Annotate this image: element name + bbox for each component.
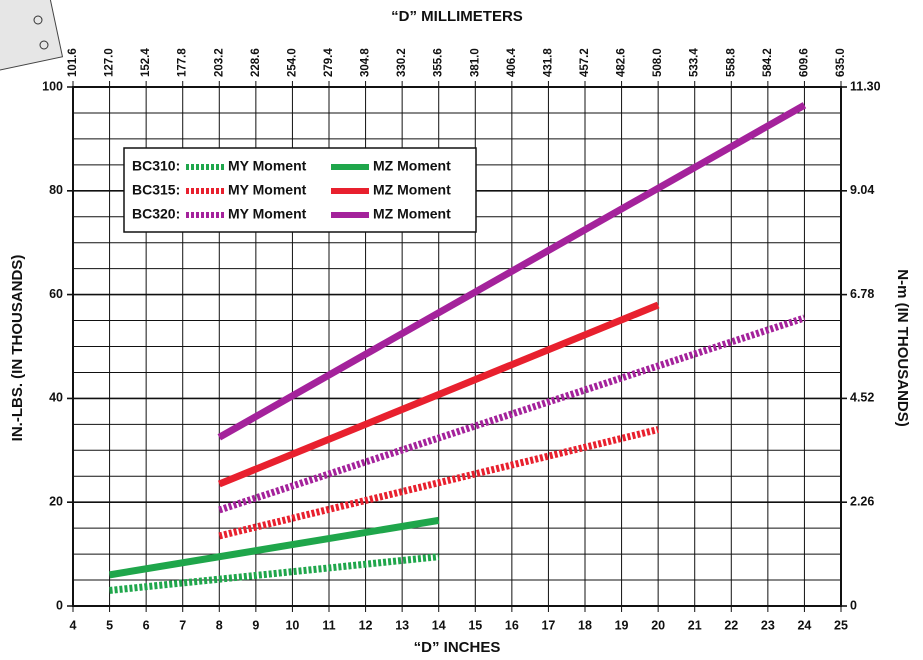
x-tick-label: 13 [395,618,409,632]
x2-tick-label: 457.2 [579,48,591,77]
x-tick-label: 14 [432,618,446,632]
x-axis-title: “D” INCHES [414,639,501,656]
y2-tick-label: 6.78 [850,287,874,301]
series-line [108,516,440,579]
x2-tick-label: 152.4 [140,48,152,77]
legend-label: MY Moment [228,158,307,174]
series-line [217,102,807,441]
x-tick-label: 9 [252,618,259,632]
x-tick-label: 16 [505,618,519,632]
x2-tick-label: 533.4 [689,48,701,77]
y-tick-label: 20 [49,494,63,508]
x-tick-label: 23 [761,618,775,632]
x-tick-label: 19 [615,618,629,632]
x2-tick-label: 279.4 [323,48,335,77]
x-tick-label: 15 [468,618,482,632]
y2-tick-label: 4.52 [850,391,874,405]
legend-group-label: BC310: [132,158,180,174]
x2-tick-label: 558.8 [725,48,737,77]
x-tick-label: 8 [216,618,223,632]
x-tick-label: 18 [578,618,592,632]
y2-tick-label: 2.26 [850,494,874,508]
x2-tick-label: 482.6 [616,48,628,77]
x2-tick-label: 254.0 [286,48,298,77]
x2-tick-label: 431.8 [542,48,554,77]
x2-tick-label: 609.6 [798,48,810,77]
legend-label: MZ Moment [373,182,451,198]
x2-tick-label: 584.2 [762,48,774,77]
y-tick-label: 100 [42,79,63,93]
x-tick-label: 5 [106,618,113,632]
legend-group-label: BC315: [132,182,180,198]
x-tick-label: 21 [688,618,702,632]
x-tick-label: 7 [179,618,186,632]
x2-tick-label: 330.2 [396,48,408,77]
legend-label: MZ Moment [373,206,451,222]
y-tick-label: 60 [49,287,63,301]
x2-tick-label: 203.2 [213,48,225,77]
x2-tick-label: 635.0 [835,48,847,77]
legend-label: MZ Moment [373,158,451,174]
x-tick-label: 4 [70,618,77,632]
x2-tick-label: 381.0 [469,48,481,77]
series-line [218,426,659,540]
x-tick-label: 11 [322,618,335,632]
x-tick-label: 25 [834,618,848,632]
legend-label: MY Moment [228,206,307,222]
legend [123,147,477,233]
legend-label: MY Moment [228,182,307,198]
legend-group-label: BC320: [132,206,180,222]
x-tick-label: 12 [359,618,373,632]
series-line [217,301,660,488]
x2-tick-label: 127.0 [104,48,116,77]
y-tick-label: 0 [56,598,63,612]
x-tick-label: 24 [797,618,811,632]
device-image [0,0,64,72]
x-tick-label: 10 [285,618,299,632]
y2-tick-label: 11.30 [850,79,881,93]
series-line [109,553,440,594]
x2-tick-label: 177.8 [177,48,189,77]
x2-axis-title: “D” MILLIMETERS [391,8,523,25]
plot-frame [72,86,842,607]
x2-tick-label: 406.4 [506,48,518,77]
y2-tick-label: 9.04 [850,183,874,197]
y2-axis-title: N-m (IN THOUSANDS) [894,269,911,427]
x2-tick-label: 508.0 [652,48,664,77]
x2-tick-label: 228.6 [250,48,262,77]
x-tick-label: 17 [541,618,555,632]
x-tick-label: 20 [651,618,665,632]
y2-tick-label: 0 [850,598,857,612]
x-tick-label: 6 [143,618,150,632]
x2-tick-label: 304.8 [360,48,372,77]
x-tick-label: 22 [724,618,738,632]
y-tick-label: 40 [49,391,63,405]
y-axis-title: IN.-LBS. (IN THOUSANDS) [9,255,26,442]
y-tick-label: 80 [49,183,63,197]
x2-tick-label: 355.6 [433,48,445,77]
series-line [218,314,806,514]
x2-tick-label: 101.6 [67,48,79,77]
